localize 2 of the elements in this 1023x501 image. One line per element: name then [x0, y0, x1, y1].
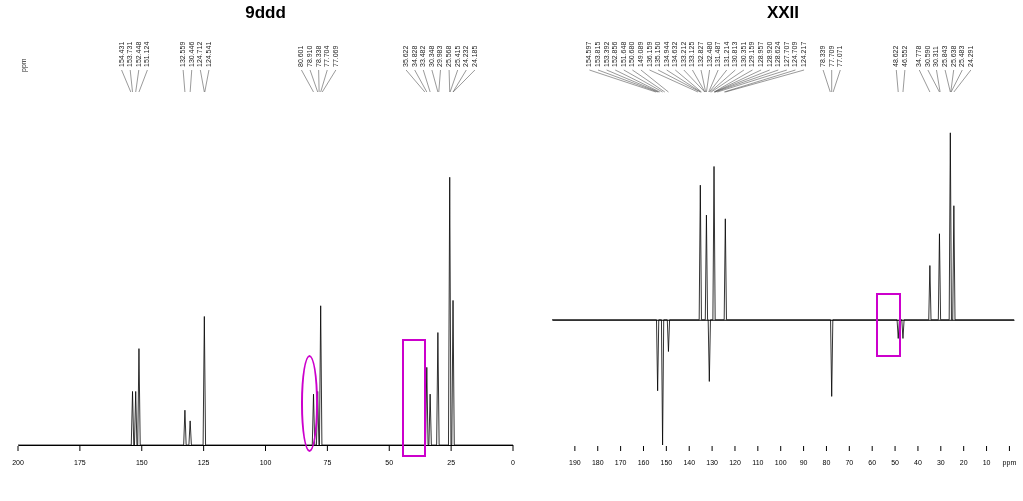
chart-title: 9ddd: [245, 3, 286, 22]
chart-title: XXII: [766, 3, 800, 22]
